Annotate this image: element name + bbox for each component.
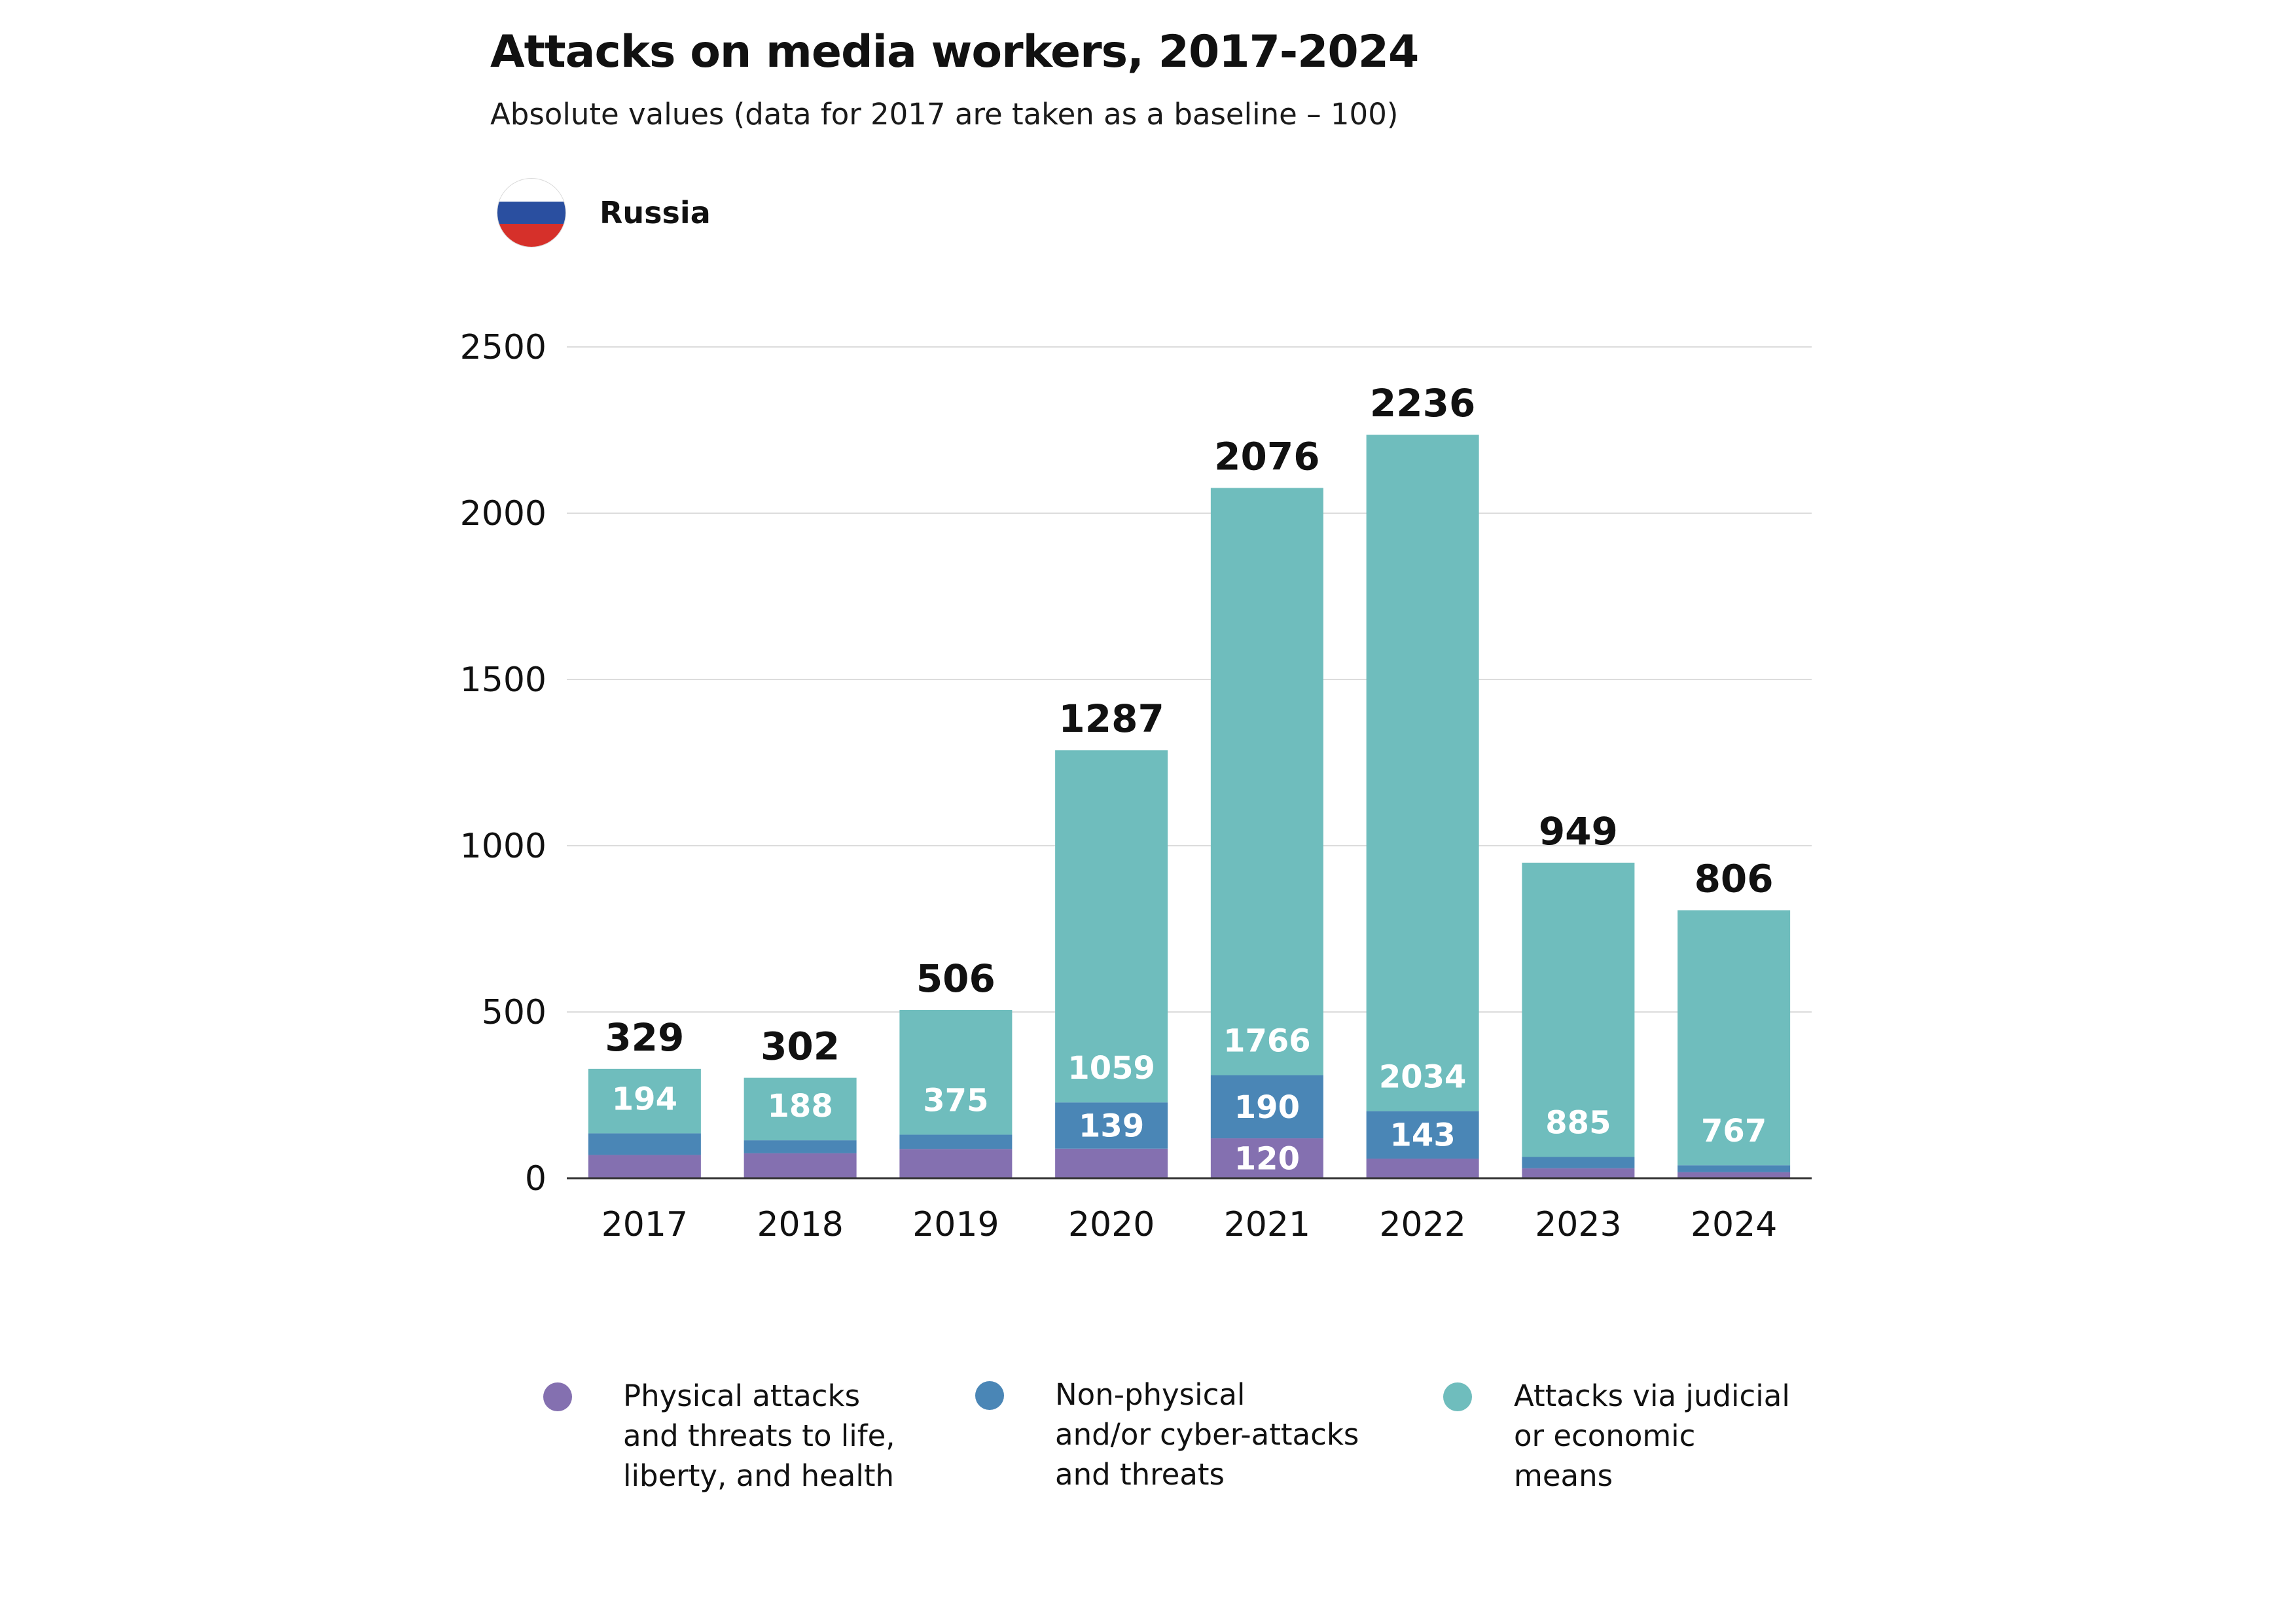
segment-value-label: 375 xyxy=(923,1082,988,1119)
segment-value-label: 885 xyxy=(1545,1104,1611,1141)
segment-value-label: 1766 xyxy=(1223,1023,1311,1060)
legend-item-non-physical: Non-physical and/or cyber-attacks and th… xyxy=(975,1375,1369,1494)
country-indicator: Russia xyxy=(497,179,711,247)
bar-segment xyxy=(899,1149,1013,1178)
flag-stripe-red xyxy=(497,224,565,247)
total-value-label: 302 xyxy=(761,1024,840,1069)
bar-segment xyxy=(588,1133,701,1155)
legend-item-judicial: Attacks via judicial or economic means xyxy=(1443,1376,1828,1496)
bar-segment xyxy=(1210,1075,1323,1139)
total-labels: 329 302 506 1287 2076 2236 949 806 xyxy=(605,381,1773,1068)
segment-value-label: 190 xyxy=(1234,1089,1300,1126)
country-label: Russia xyxy=(600,195,711,230)
bar-segment xyxy=(1677,1172,1791,1178)
bar-segment xyxy=(744,1140,857,1153)
y-tick-label: 1500 xyxy=(460,660,547,700)
total-value-label: 2236 xyxy=(1370,381,1475,425)
bar-segment xyxy=(1522,1157,1635,1168)
y-tick-label: 2500 xyxy=(460,328,547,367)
y-tick-label: 2000 xyxy=(460,494,547,533)
total-value-label: 949 xyxy=(1539,809,1618,854)
flag-stripe-white xyxy=(497,179,565,202)
bar-segment xyxy=(1522,862,1635,1157)
legend-swatch-non-physical xyxy=(975,1381,1004,1410)
bar-segment xyxy=(1677,1165,1791,1172)
legend-swatch-judicial xyxy=(1443,1382,1472,1411)
russia-flag-icon xyxy=(497,179,565,247)
legend-swatch-physical xyxy=(543,1382,572,1411)
legend-item-physical: Physical attacks and threats to life, li… xyxy=(543,1376,937,1496)
x-tick-label: 2023 xyxy=(1535,1205,1621,1244)
segment-value-label: 120 xyxy=(1234,1141,1300,1178)
bar-segment xyxy=(1366,435,1479,1111)
x-tick-label: 2020 xyxy=(1068,1205,1155,1244)
bars xyxy=(588,435,1791,1178)
y-tick-label: 0 xyxy=(525,1159,547,1199)
y-tick-label: 500 xyxy=(482,993,547,1032)
bar-segment xyxy=(1522,1168,1635,1178)
bar-segment xyxy=(1055,1102,1168,1149)
bar-segment xyxy=(588,1155,701,1178)
segment-value-label: 139 xyxy=(1079,1108,1144,1144)
total-value-label: 2076 xyxy=(1214,434,1319,478)
bar-segment xyxy=(1210,488,1323,1075)
total-value-label: 1287 xyxy=(1058,696,1164,741)
x-tick-label: 2017 xyxy=(601,1205,688,1244)
segment-value-label: 1059 xyxy=(1067,1050,1155,1087)
legend-label-non-physical: Non-physical and/or cyber-attacks and th… xyxy=(1055,1377,1359,1492)
bar-segment xyxy=(744,1077,857,1141)
flag-stripe-blue xyxy=(497,201,565,225)
segment-value-label: 194 xyxy=(612,1081,677,1117)
x-tick-label: 2022 xyxy=(1379,1205,1465,1244)
segment-value-label: 143 xyxy=(1390,1117,1456,1154)
total-value-label: 329 xyxy=(605,1015,684,1060)
legend-label-judicial: Attacks via judicial or economic means xyxy=(1514,1379,1790,1493)
chart-title: Attacks on media workers, 2017-2024 xyxy=(490,26,1419,78)
segment-value-label: 2034 xyxy=(1379,1058,1467,1095)
x-tick-label: 2024 xyxy=(1691,1205,1777,1244)
x-tick-label: 2019 xyxy=(912,1205,999,1244)
x-tick-label: 2018 xyxy=(757,1205,843,1244)
x-tick-label: 2021 xyxy=(1224,1205,1310,1244)
legend-label-physical: Physical attacks and threats to life, li… xyxy=(623,1379,895,1493)
bar-segment xyxy=(1055,750,1168,1103)
bar-segment xyxy=(1677,910,1791,1166)
bar-segment xyxy=(744,1153,857,1178)
bar-segment xyxy=(899,1134,1013,1149)
y-axis-ticks: 0 500 1000 1500 2000 2500 xyxy=(460,328,547,1199)
y-tick-label: 1000 xyxy=(460,827,547,866)
segment-value-label: 188 xyxy=(768,1088,833,1125)
segment-labels: 194 188 375 139 1059 120 190 1766 143 2034 885 767 xyxy=(612,1023,1767,1178)
segment-value-label: 767 xyxy=(1701,1113,1767,1149)
total-value-label: 506 xyxy=(916,956,996,1001)
total-value-label: 806 xyxy=(1695,857,1774,901)
bar-segment xyxy=(1055,1148,1168,1178)
bar-segment xyxy=(588,1068,701,1134)
chart-subtitle: Absolute values (data for 2017 are taken… xyxy=(490,97,1399,132)
bar-segment xyxy=(1366,1159,1479,1178)
x-axis-ticks: 2017 2018 2019 2020 2021 2022 2023 2024 xyxy=(601,1205,1778,1244)
bar-segment xyxy=(899,1009,1013,1135)
bar-segment xyxy=(1210,1138,1323,1178)
bar-segment xyxy=(1366,1111,1479,1159)
